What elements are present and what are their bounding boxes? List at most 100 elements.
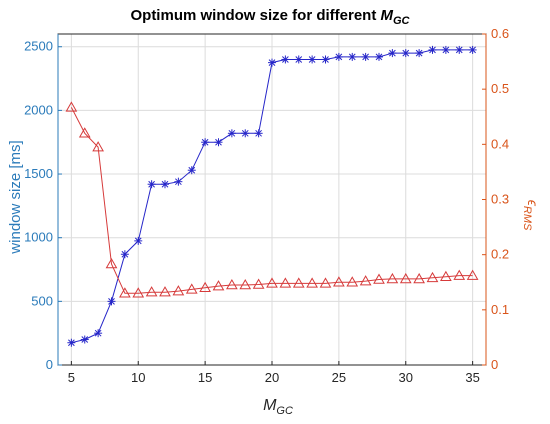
y-left-tick-label: 500 xyxy=(31,293,53,308)
x-ticks: 5 10 15 20 25 30 35 xyxy=(68,361,480,385)
chart-title-text: Optimum window size for different xyxy=(130,7,380,24)
y-right-tick-label: 0.5 xyxy=(491,81,509,96)
data-point-triangle xyxy=(239,279,252,290)
y-right-axis-label: ϵRMS xyxy=(521,200,541,231)
data-point-asterisk xyxy=(281,55,290,64)
data-point-triangle xyxy=(199,281,211,293)
x-tick-label: 25 xyxy=(332,370,346,385)
y-left-tick-label: 2000 xyxy=(24,102,53,117)
x-tick-label: 30 xyxy=(399,370,413,385)
data-point-triangle xyxy=(292,277,305,288)
data-point-asterisk xyxy=(388,49,397,58)
data-point-asterisk xyxy=(80,335,89,344)
data-point-triangle xyxy=(426,271,439,283)
data-point-asterisk xyxy=(375,52,383,61)
data-point-triangle xyxy=(399,272,412,284)
data-point-asterisk xyxy=(334,52,343,61)
x-axis-label: MGC xyxy=(263,397,293,417)
data-point-asterisk xyxy=(107,297,116,306)
data-point-asterisk xyxy=(455,45,464,54)
data-point-triangle xyxy=(466,269,479,280)
data-point-triangle xyxy=(105,258,118,269)
data-point-triangle xyxy=(440,270,452,281)
x-axis-label-main: M xyxy=(263,397,277,414)
y-right-tick-label: 0.6 xyxy=(491,26,509,41)
data-point-triangle xyxy=(92,141,104,152)
data-point-triangle xyxy=(65,101,78,112)
y-right-axis-label-eps: ϵ xyxy=(525,200,541,207)
data-point-asterisk xyxy=(134,236,143,245)
data-point-triangle xyxy=(319,277,332,288)
data-point-asterisk xyxy=(441,45,450,54)
y-left-axis-label: window size [ms] xyxy=(7,140,24,254)
data-point-asterisk xyxy=(214,138,223,147)
data-point-asterisk xyxy=(361,52,370,61)
y-right-axis-label-sub: RMS xyxy=(521,206,533,231)
data-point-asterisk xyxy=(321,55,330,64)
y-left-tick-label: 2500 xyxy=(24,39,53,54)
data-point-asterisk xyxy=(94,329,103,338)
data-point-triangle xyxy=(159,286,171,297)
y-left-tick-label: 1000 xyxy=(24,230,53,245)
data-point-asterisk xyxy=(120,250,129,259)
data-point-triangle xyxy=(413,272,425,284)
data-point-triangle xyxy=(119,287,131,298)
x-axis-label-sub: GC xyxy=(276,405,293,417)
data-point-asterisk xyxy=(415,49,424,58)
data-point-asterisk xyxy=(227,129,236,138)
data-point-triangle xyxy=(346,276,359,287)
chart-title: Optimum window size for different MGC xyxy=(130,7,410,27)
data-point-triangle xyxy=(266,277,278,288)
chart-title-symbol: M xyxy=(381,7,394,24)
data-point-triangle xyxy=(145,286,158,297)
y-right-tick-label: 0.1 xyxy=(491,302,509,317)
data-point-triangle xyxy=(373,273,385,284)
data-point-triangle xyxy=(279,277,292,288)
x-tick-label: 35 xyxy=(465,370,479,385)
data-point-asterisk xyxy=(147,180,156,189)
data-point-asterisk xyxy=(348,52,357,61)
data-point-triangle xyxy=(185,283,198,294)
data-point-triangle xyxy=(386,272,399,284)
series-eps-rms xyxy=(65,101,479,298)
data-point-triangle xyxy=(453,269,466,280)
y-left-tick-label: 1500 xyxy=(24,166,53,181)
series-window-size xyxy=(67,45,477,347)
data-point-asterisk xyxy=(241,129,250,138)
data-point-asterisk xyxy=(201,138,210,147)
y-right-tick-label: 0.2 xyxy=(491,247,509,262)
data-point-asterisk xyxy=(294,55,303,64)
x-tick-label: 10 xyxy=(131,370,145,385)
data-point-triangle xyxy=(226,279,238,290)
y-right-ticks: 0 0.1 0.2 0.3 0.4 0.5 0.6 xyxy=(482,26,509,372)
y-left-ticks: 0 500 1000 1500 2000 2500 xyxy=(24,39,62,372)
data-point-asterisk xyxy=(308,55,317,64)
data-point-asterisk xyxy=(254,129,263,138)
data-point-triangle xyxy=(212,280,225,291)
data-point-triangle xyxy=(306,277,318,288)
data-point-triangle xyxy=(78,127,91,138)
data-point-triangle xyxy=(172,285,185,296)
x-tick-label: 5 xyxy=(68,370,75,385)
data-point-asterisk xyxy=(174,177,183,186)
data-point-triangle xyxy=(333,276,345,287)
y-right-tick-label: 0 xyxy=(491,357,498,372)
chart-title-subscript: GC xyxy=(393,15,411,27)
data-point-triangle xyxy=(132,287,145,298)
x-tick-label: 20 xyxy=(265,370,279,385)
series-line xyxy=(70,107,473,294)
data-point-asterisk xyxy=(468,45,477,54)
data-point-asterisk xyxy=(401,49,410,58)
y-left-tick-label: 0 xyxy=(46,357,53,372)
data-point-asterisk xyxy=(67,338,76,347)
data-point-asterisk xyxy=(161,180,169,189)
data-point-asterisk xyxy=(187,166,196,175)
y-right-tick-label: 0.4 xyxy=(491,136,509,151)
data-point-asterisk xyxy=(428,45,437,54)
grid-lines xyxy=(58,34,486,366)
x-tick-label: 15 xyxy=(198,370,212,385)
data-point-triangle xyxy=(359,275,372,286)
y-right-tick-label: 0.3 xyxy=(491,192,509,207)
data-point-triangle xyxy=(252,278,265,289)
